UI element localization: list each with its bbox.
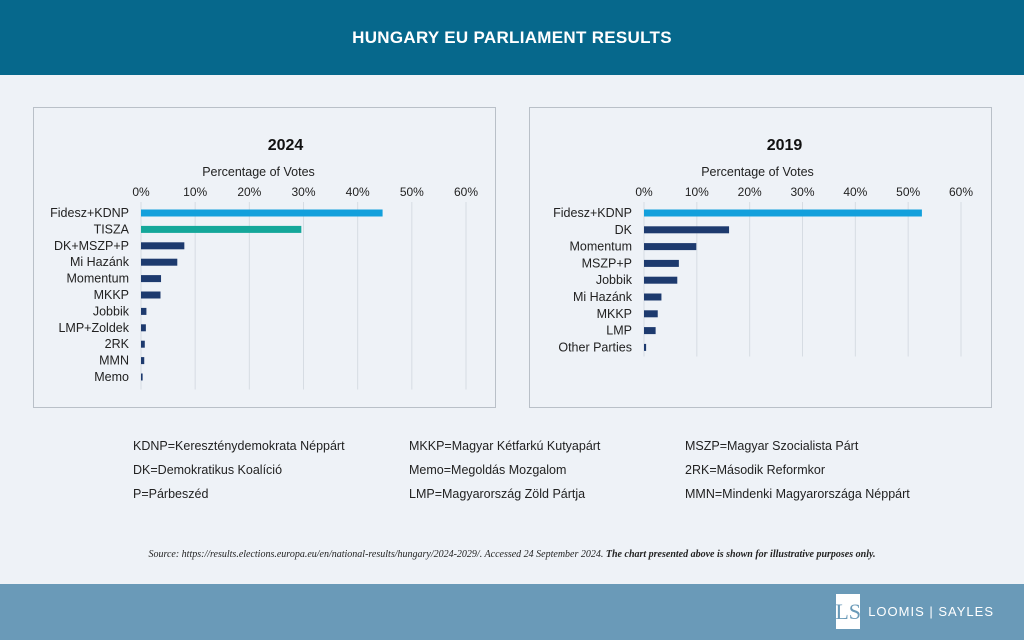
category-label: Fidesz+KDNP	[50, 206, 129, 220]
category-label: Mi Hazánk	[573, 290, 633, 304]
legend-col-1: KDNP=Kereszténydemokrata Néppárt DK=Demo…	[133, 434, 345, 506]
bar-momentum	[141, 275, 162, 283]
footer: LS LOOMIS | SAYLES	[0, 584, 1024, 640]
header: HUNGARY EU PARLIAMENT RESULTS	[0, 0, 1024, 75]
chart-title: 2024	[268, 137, 304, 154]
chart-2019: 2019 Percentage of Votes 0% 10% 20% 30% 40% 50%…	[553, 137, 973, 357]
bar-memo	[141, 373, 143, 381]
bar-dk	[644, 226, 730, 234]
source-text: Source: https://results.elections.europa…	[148, 549, 606, 560]
category-label: MKKP	[94, 288, 129, 302]
category-label: MSZP+P	[582, 256, 632, 270]
x-tick-label: 10%	[183, 185, 207, 199]
legend-item: P=Párbeszéd	[133, 487, 209, 501]
bar-mi-haz-nk	[644, 293, 662, 301]
logo-mark-icon: LS	[835, 594, 861, 629]
category-label: Momentum	[569, 240, 632, 254]
x-tick-label: 0%	[635, 185, 653, 199]
x-tick-label: 50%	[400, 185, 424, 199]
category-label: DK+MSZP+P	[54, 239, 129, 253]
bar-jobbik	[644, 276, 678, 284]
logo-text: LOOMIS | SAYLES	[868, 604, 994, 619]
x-tick-label: 40%	[346, 185, 370, 199]
legend-col-2: MKKP=Magyar Kétfarkú Kutyapárt Memo=Mego…	[409, 434, 600, 506]
x-tick-label: 20%	[738, 185, 762, 199]
category-label: MMN	[99, 354, 129, 368]
source-note: Source: https://results.elections.europa…	[0, 549, 1024, 560]
loomis-sayles-logo: LS LOOMIS | SAYLES	[835, 594, 994, 629]
bar-jobbik	[141, 307, 147, 315]
bar-mszp-p	[644, 259, 679, 267]
category-label: MKKP	[597, 307, 632, 321]
x-tick-label: 10%	[685, 185, 709, 199]
category-label: Fidesz+KDNP	[553, 206, 632, 220]
x-axis-label: Percentage of Votes	[202, 165, 315, 179]
bar-dk-mszp-p	[141, 242, 185, 250]
bar-fidesz-kdnp	[141, 209, 383, 217]
bar-mkkp	[644, 310, 658, 318]
x-tick-label: 60%	[454, 185, 478, 199]
x-tick-label: 0%	[132, 185, 150, 199]
category-label: LMP+Zoldek	[58, 321, 129, 335]
legend-item: MSZP=Magyar Szocialista Párt	[685, 439, 859, 453]
category-label: Memo	[94, 370, 129, 384]
category-label: Jobbik	[596, 273, 633, 287]
x-tick-label: 50%	[896, 185, 920, 199]
x-tick-label: 30%	[790, 185, 814, 199]
legend-item: 2RK=Második Reformkor	[685, 463, 825, 477]
chart-title: 2019	[767, 137, 803, 154]
chart-2019-panel: 2019 Percentage of Votes 0% 10% 20% 30% 40% 50%…	[529, 107, 992, 408]
legend-item: MMN=Mindenki Magyarországa Néppárt	[685, 487, 910, 501]
category-label: 2RK	[105, 337, 130, 351]
legend-item: KDNP=Kereszténydemokrata Néppárt	[133, 439, 345, 453]
bar-2rk	[141, 340, 145, 348]
bar-tisza	[141, 225, 302, 233]
category-label: LMP	[606, 324, 632, 338]
bar-fidesz-kdnp	[644, 209, 922, 217]
category-label: Momentum	[66, 272, 129, 286]
bar-mkkp	[141, 291, 161, 299]
disclaimer: The chart presented above is shown for i…	[605, 549, 876, 560]
page-title: HUNGARY EU PARLIAMENT RESULTS	[352, 27, 672, 47]
x-tick-label: 40%	[843, 185, 867, 199]
category-label: TISZA	[94, 222, 130, 236]
chart-2024: 2024 Percentage of Votes 0% 10% 20% 30% 40% 50%…	[50, 137, 478, 390]
x-axis-label: Percentage of Votes	[701, 165, 814, 179]
bar-mi-haz-nk	[141, 258, 178, 266]
category-label: Jobbik	[93, 304, 130, 318]
x-tick-label: 60%	[949, 185, 973, 199]
category-label: DK	[615, 223, 633, 237]
category-label: Mi Hazánk	[70, 255, 130, 269]
bar-lmp	[644, 327, 656, 335]
legend-item: MKKP=Magyar Kétfarkú Kutyapárt	[409, 439, 601, 453]
legend-item: Memo=Megoldás Mozgalom	[409, 463, 567, 477]
legend-item: LMP=Magyarország Zöld Pártja	[409, 487, 586, 501]
x-tick-label: 20%	[237, 185, 261, 199]
bar-lmp-zoldek	[141, 324, 146, 332]
legend-col-3: MSZP=Magyar Szocialista Párt 2RK=Második…	[685, 434, 910, 506]
chart-2024-panel: 2024 Percentage of Votes 0% 10% 20% 30% 40% 50%…	[33, 107, 496, 408]
x-tick-label: 30%	[291, 185, 315, 199]
bar-momentum	[644, 243, 697, 251]
category-label: Other Parties	[558, 340, 632, 354]
legend-item: DK=Demokratikus Koalíció	[133, 463, 283, 477]
bar-other-parties	[644, 343, 647, 351]
bar-mmn	[141, 357, 145, 365]
